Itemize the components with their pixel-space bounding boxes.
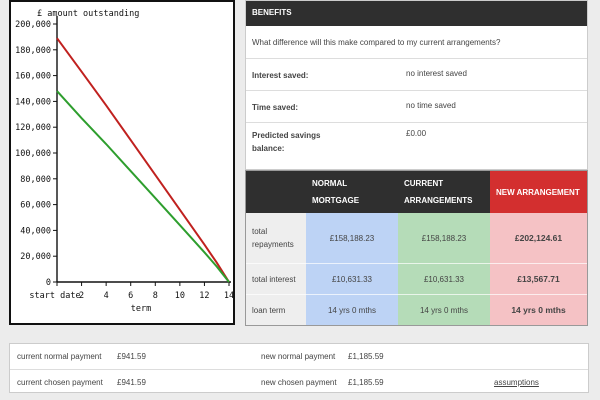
total-interest-new: £13,567.71 <box>490 263 587 296</box>
series-line-1 <box>56 37 230 283</box>
time-saved-label: Time saved: <box>252 103 299 112</box>
x-tick-label: 6 <box>128 291 133 301</box>
payment-summary: current normal payment £941.59 new norma… <box>9 343 589 393</box>
total-interest-row: total interest £10,631.33 £10,631.33 £13… <box>246 263 587 296</box>
new-chosen-payment-value: £1,185.59 <box>348 378 384 387</box>
new-normal-payment-value: £1,185.59 <box>348 352 384 361</box>
y-tick-label: 80,000 <box>20 175 51 185</box>
repayment-chart: 200,000 180,000 160,000 140,000 120,000 100,0… <box>9 0 235 325</box>
x-axis-title: term <box>131 304 151 314</box>
comparison-header-row: NORMAL MORTGAGE CURRENT ARRANGEMENTS NEW… <box>246 171 587 213</box>
loan-term-new: 14 yrs 0 mths <box>490 294 587 325</box>
predicted-savings-value: £0.00 <box>406 129 427 138</box>
total-repayments-new: £202,124.61 <box>490 213 587 265</box>
predicted-savings-row: Predicted savings balance: £0.00 <box>246 123 587 169</box>
y-tick-label: 100,000 <box>15 149 51 159</box>
total-interest-label: total interest <box>246 263 306 296</box>
x-tick-label: 10 <box>175 291 185 301</box>
x-tick-label: start date <box>29 291 80 301</box>
chart-svg: 200,000 180,000 160,000 140,000 120,000 100,0… <box>15 9 233 314</box>
total-repayments-current: £158,188.23 <box>398 213 490 265</box>
benefits-title: BENEFITS <box>246 1 587 26</box>
loan-term-row: loan term 14 yrs 0 mths 14 yrs 0 mths 14… <box>246 294 587 325</box>
header-normal-mortgage: NORMAL MORTGAGE <box>306 171 398 213</box>
benefits-question: What difference will this make compared … <box>246 26 587 59</box>
total-repayments-label: total repayments <box>246 213 306 265</box>
y-tick-label: 40,000 <box>20 226 51 236</box>
y-axis-title: £ amount outstanding <box>37 9 139 19</box>
comparison-table: NORMAL MORTGAGE CURRENT ARRANGEMENTS NEW… <box>245 170 588 326</box>
chosen-payment-row: current chosen payment £941.59 new chose… <box>10 369 588 394</box>
total-interest-normal: £10,631.33 <box>306 263 398 296</box>
y-tick-label: 160,000 <box>15 72 51 82</box>
header-blank <box>246 171 306 213</box>
predicted-savings-label: Predicted savings balance: <box>252 131 321 153</box>
loan-term-current: 14 yrs 0 mths <box>398 294 490 325</box>
time-saved-row: Time saved: no time saved <box>246 91 587 123</box>
x-tick-label: 2 <box>79 291 84 301</box>
total-interest-current: £10,631.33 <box>398 263 490 296</box>
x-tick-label: 14 <box>224 291 233 301</box>
header-new-arrangement: NEW ARRANGEMENT <box>490 171 587 213</box>
x-tick-label: 4 <box>104 291 109 301</box>
interest-saved-label: Interest saved: <box>252 71 309 80</box>
y-tick-label: 180,000 <box>15 46 51 56</box>
interest-saved-value: no interest saved <box>406 69 467 78</box>
y-tick-label: 20,000 <box>20 252 51 262</box>
x-tick-label: 12 <box>199 291 209 301</box>
interest-saved-row: Interest saved: no interest saved <box>246 59 587 91</box>
time-saved-value: no time saved <box>406 101 456 110</box>
x-tick-label: 8 <box>153 291 158 301</box>
loan-term-normal: 14 yrs 0 mths <box>306 294 398 325</box>
normal-payment-row: current normal payment £941.59 new norma… <box>10 344 588 369</box>
header-current-arrangements: CURRENT ARRANGEMENTS <box>398 171 490 213</box>
y-tick-label: 60,000 <box>20 201 51 211</box>
new-chosen-payment-label: new chosen payment <box>261 378 337 387</box>
y-tick-label: 0 <box>46 278 51 288</box>
total-repayments-row: total repayments £158,188.23 £158,188.23… <box>246 213 587 265</box>
current-chosen-payment-value: £941.59 <box>117 378 146 387</box>
assumptions-link[interactable]: assumptions <box>494 378 539 387</box>
benefits-panel: BENEFITS What difference will this make … <box>245 0 588 170</box>
total-repayments-normal: £158,188.23 <box>306 213 398 265</box>
current-normal-payment-label: current normal payment <box>17 352 102 361</box>
y-tick-label: 120,000 <box>15 123 51 133</box>
loan-term-label: loan term <box>246 294 306 325</box>
new-normal-payment-label: new normal payment <box>261 352 336 361</box>
series-line-2 <box>56 90 230 283</box>
y-tick-label: 140,000 <box>15 97 51 107</box>
current-normal-payment-value: £941.59 <box>117 352 146 361</box>
y-tick-label: 200,000 <box>15 20 51 30</box>
current-chosen-payment-label: current chosen payment <box>17 378 103 387</box>
